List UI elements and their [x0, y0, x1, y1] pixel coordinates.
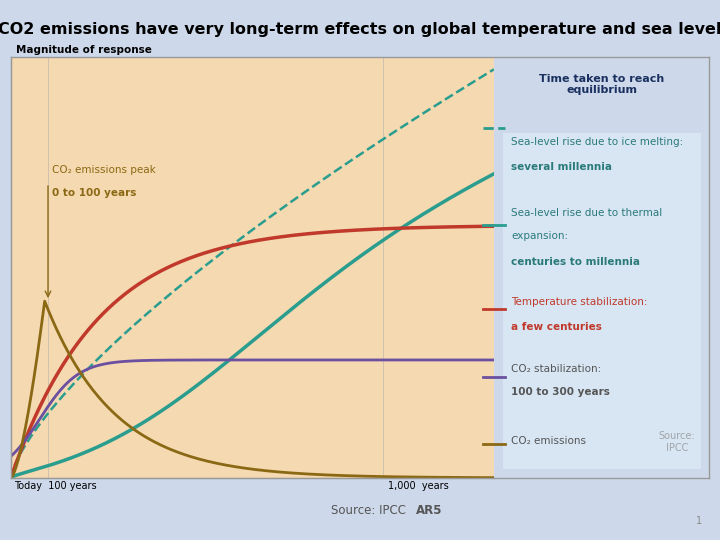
Text: CO2 emissions have very long-term effects on global temperature and sea level: CO2 emissions have very long-term effect…: [0, 22, 720, 37]
Text: Today  100 years: Today 100 years: [14, 481, 97, 491]
Text: Source:
IPCC: Source: IPCC: [659, 431, 696, 453]
Text: 100 to 300 years: 100 to 300 years: [511, 387, 610, 397]
Text: 0 to 100 years: 0 to 100 years: [52, 188, 136, 198]
Text: AR5: AR5: [416, 504, 443, 517]
Text: Sea-level rise due to thermal: Sea-level rise due to thermal: [511, 208, 662, 218]
FancyBboxPatch shape: [503, 132, 701, 469]
Text: Source: IPCC: Source: IPCC: [331, 504, 410, 517]
Text: Sea-level rise due to ice melting:: Sea-level rise due to ice melting:: [511, 137, 683, 147]
Text: CO₂ emissions: CO₂ emissions: [511, 436, 586, 446]
Text: several millennia: several millennia: [511, 162, 612, 172]
Text: 1: 1: [696, 516, 702, 526]
Text: Time taken to reach
equilibrium: Time taken to reach equilibrium: [539, 73, 664, 95]
Text: Temperature stabilization:: Temperature stabilization:: [511, 297, 648, 307]
Text: CO₂ stabilization:: CO₂ stabilization:: [511, 364, 601, 374]
Text: expansion:: expansion:: [511, 232, 568, 241]
Text: CO₂ emissions peak: CO₂ emissions peak: [52, 165, 156, 174]
Text: a few centuries: a few centuries: [511, 322, 602, 332]
Text: centuries to millennia: centuries to millennia: [511, 256, 640, 267]
Text: Magnitude of response: Magnitude of response: [16, 45, 151, 55]
Text: 1,000  years: 1,000 years: [387, 481, 449, 491]
